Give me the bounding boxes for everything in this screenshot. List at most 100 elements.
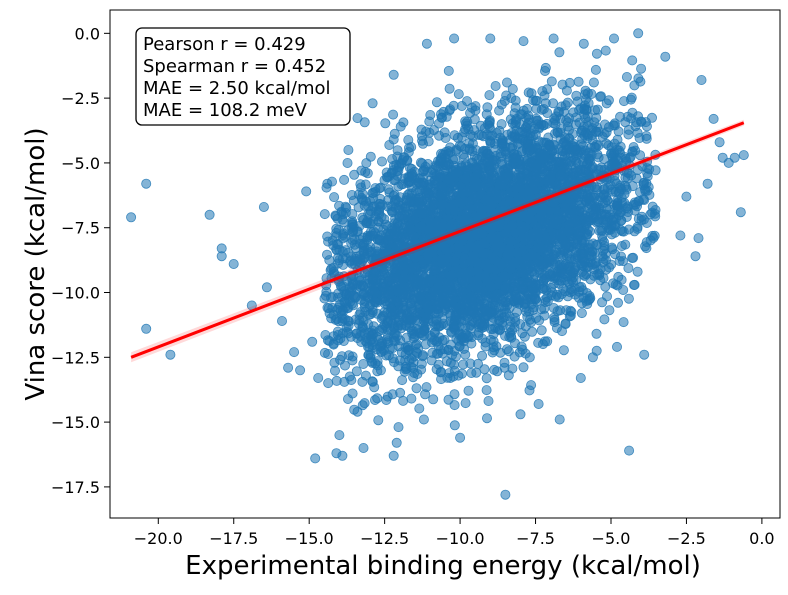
scatter-point xyxy=(348,195,359,206)
scatter-point xyxy=(439,334,450,345)
scatter-point xyxy=(347,388,358,399)
scatter-point xyxy=(391,331,402,342)
scatter-point xyxy=(355,238,366,249)
scatter-point xyxy=(425,330,436,341)
scatter-point xyxy=(359,398,370,409)
scatter-point xyxy=(435,320,446,331)
scatter-point xyxy=(361,196,372,207)
scatter-point xyxy=(632,201,643,212)
scatter-point xyxy=(484,90,495,101)
scatter-point xyxy=(613,297,624,308)
scatter-point xyxy=(352,113,363,124)
scatter-point xyxy=(561,85,572,96)
scatter-point xyxy=(599,314,610,325)
scatter-point xyxy=(406,263,417,274)
scatter-point xyxy=(471,163,482,174)
scatter-point xyxy=(647,201,658,212)
scatter-point xyxy=(606,259,617,270)
scatter-point xyxy=(365,352,376,363)
scatter-point xyxy=(335,354,346,365)
scatter-point xyxy=(580,164,591,175)
scatter-point xyxy=(564,242,575,253)
scatter-point xyxy=(369,228,380,239)
scatter-point xyxy=(406,393,417,404)
scatter-point xyxy=(458,343,469,354)
scatter-point xyxy=(540,62,551,73)
scatter-point xyxy=(444,174,455,185)
scatter-point xyxy=(472,358,483,369)
scatter-point xyxy=(515,164,526,175)
scatter-point xyxy=(451,333,462,344)
scatter-point xyxy=(528,302,539,313)
scatter-point xyxy=(478,131,489,142)
scatter-point xyxy=(509,312,520,323)
scatter-point xyxy=(482,102,493,113)
scatter-point xyxy=(506,93,517,104)
scatter-point xyxy=(331,375,342,386)
scatter-point xyxy=(603,140,614,151)
scatter-point xyxy=(458,359,469,370)
scatter-point xyxy=(435,344,446,355)
scatter-point xyxy=(510,291,521,302)
scatter-point xyxy=(573,76,584,87)
scatter-point xyxy=(505,321,516,332)
scatter-point xyxy=(371,246,382,257)
scatter-point xyxy=(527,231,538,242)
scatter-point xyxy=(380,118,391,129)
scatter-point xyxy=(377,270,388,281)
scatter-point xyxy=(378,282,389,293)
scatter-point xyxy=(538,104,549,115)
scatter-point xyxy=(615,111,626,122)
scatter-point xyxy=(499,357,510,368)
scatter-point xyxy=(636,63,647,74)
scatter-point xyxy=(503,370,514,381)
scatter-point xyxy=(434,276,445,287)
scatter-point xyxy=(351,328,362,339)
scatter-point xyxy=(538,283,549,294)
scatter-point xyxy=(580,94,591,105)
scatter-point xyxy=(571,90,582,101)
scatter-point xyxy=(558,345,569,356)
scatter-point xyxy=(628,252,639,263)
scatter-point xyxy=(321,249,332,260)
scatter-point xyxy=(329,192,340,203)
scatter-point xyxy=(477,350,488,361)
scatter-point xyxy=(344,282,355,293)
scatter-point xyxy=(491,193,502,204)
scatter-point xyxy=(601,192,612,203)
scatter-point xyxy=(450,154,461,165)
scatter-point xyxy=(496,119,507,130)
scatter-point xyxy=(526,157,537,168)
scatter-point xyxy=(375,365,386,376)
scatter-point xyxy=(511,114,522,125)
scatter-point xyxy=(361,218,372,229)
scatter-point xyxy=(623,129,634,140)
scatter-point xyxy=(618,317,629,328)
scatter-point xyxy=(416,358,427,369)
scatter-point xyxy=(584,226,595,237)
scatter-point xyxy=(456,368,467,379)
scatter-point xyxy=(636,211,647,222)
scatter-point xyxy=(625,94,636,105)
scatter-point xyxy=(328,338,339,349)
scatter-point xyxy=(449,420,460,431)
scatter-point xyxy=(491,341,502,352)
scatter-point xyxy=(599,183,610,194)
scatter-point xyxy=(521,294,532,305)
scatter-point xyxy=(343,350,354,361)
scatter-point xyxy=(483,395,494,406)
scatter-point xyxy=(531,312,542,323)
scatter-point xyxy=(466,367,477,378)
scatter-point xyxy=(434,130,445,141)
scatter-point xyxy=(592,104,603,115)
scatter-point xyxy=(572,234,583,245)
scatter-point xyxy=(621,72,632,83)
scatter-point xyxy=(507,220,518,231)
scatter-point xyxy=(369,382,380,393)
scatter-point xyxy=(392,165,403,176)
scatter-point xyxy=(537,86,548,97)
scatter-point xyxy=(320,329,331,340)
scatter-point xyxy=(481,373,492,384)
scatter-point xyxy=(632,223,643,234)
scatter-point xyxy=(597,231,608,242)
